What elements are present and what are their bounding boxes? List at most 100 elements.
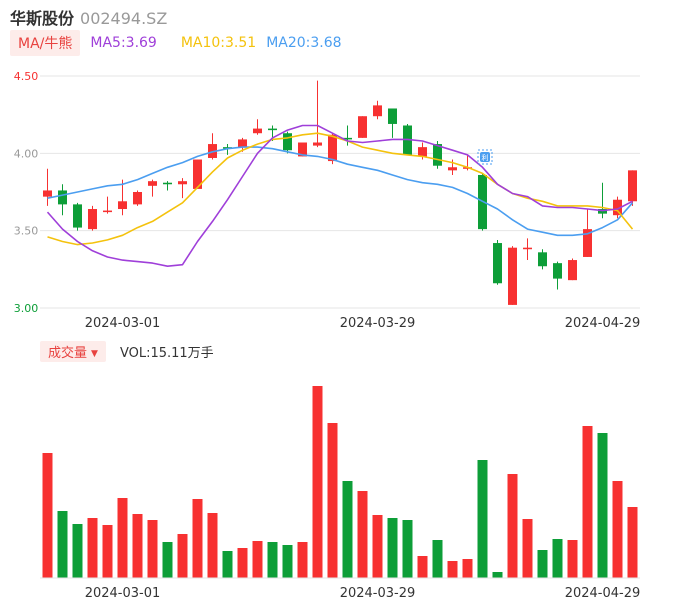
volume-bar[interactable] [612, 481, 623, 578]
candle-body[interactable] [73, 204, 82, 228]
volume-bar[interactable] [102, 525, 113, 578]
news-marker[interactable]: 利 [477, 149, 493, 165]
volume-bar[interactable] [327, 423, 338, 578]
volume-bars [40, 386, 640, 579]
volume-bar[interactable] [552, 539, 563, 578]
volume-bar[interactable] [207, 513, 218, 578]
ma5-line [46, 124, 633, 267]
stock-name: 华斯股份 [10, 9, 75, 28]
candle-body[interactable] [88, 209, 97, 230]
volume-bar[interactable] [357, 491, 368, 578]
candle-body[interactable] [328, 134, 337, 162]
volume-bar[interactable] [627, 507, 638, 578]
date-tick-label: 2024-03-29 [340, 316, 416, 331]
volume-bar[interactable] [537, 550, 548, 578]
candle-body[interactable] [343, 137, 352, 140]
volume-bar[interactable] [492, 572, 503, 578]
candle-body[interactable] [133, 192, 142, 205]
volume-bar[interactable] [372, 515, 383, 578]
y-tick-label: 4.50 [14, 70, 39, 83]
candle-body[interactable] [283, 133, 292, 151]
volume-bar[interactable] [222, 551, 233, 578]
date-tick-label: 2024-03-29 [340, 586, 416, 601]
candle-body[interactable] [118, 201, 127, 210]
candle-body[interactable] [373, 105, 382, 117]
candle-body[interactable] [193, 159, 202, 189]
candle-body[interactable] [433, 144, 442, 166]
candle-body[interactable] [418, 147, 427, 157]
candle-body[interactable] [253, 128, 262, 134]
candle-body[interactable] [568, 260, 577, 281]
volume-bar[interactable] [462, 559, 473, 578]
candle-body[interactable] [448, 167, 457, 171]
volume-bar[interactable] [192, 499, 203, 578]
news-icon [480, 152, 490, 162]
volume-bar[interactable] [417, 556, 428, 578]
volume-bar[interactable] [597, 433, 608, 578]
price-axis: 4.50 4.00 3.50 3.00 [14, 70, 39, 315]
volume-bar[interactable] [132, 514, 143, 578]
volume-bar[interactable] [57, 511, 68, 578]
candle-body[interactable] [313, 142, 322, 146]
ma-indicator-selector[interactable]: MA/牛熊 [10, 30, 81, 56]
ma10-legend: MA10:3.51 [180, 35, 257, 51]
volume-bar[interactable] [42, 453, 53, 578]
volume-bar[interactable] [342, 481, 353, 578]
volume-bar[interactable] [282, 545, 293, 578]
volume-bar[interactable] [252, 541, 263, 578]
news-marker-frame [477, 149, 493, 165]
volume-bar[interactable] [117, 498, 128, 578]
volume-bar[interactable] [447, 561, 458, 578]
candle-body[interactable] [358, 116, 367, 138]
candle-body[interactable] [583, 229, 592, 257]
volume-bar[interactable] [237, 548, 248, 578]
volume-bar[interactable] [147, 520, 158, 578]
volume-bar[interactable] [402, 520, 413, 578]
ma-legend: MA/牛熊 MA5:3.69 MA10:3.51 MA20:3.68 [10, 30, 342, 56]
volume-bar[interactable] [567, 540, 578, 578]
candle-body[interactable] [298, 142, 307, 157]
caret-down-icon: ▼ [91, 348, 98, 359]
candle-body[interactable] [388, 108, 397, 124]
candle-body[interactable] [43, 190, 52, 197]
volume-bar[interactable] [297, 542, 308, 578]
y-tick-label: 4.00 [14, 147, 39, 160]
ma5-legend: MA5:3.69 [90, 35, 157, 51]
volume-date-axis: 2024-03-01 2024-03-29 2024-04-29 [85, 586, 641, 601]
candle-body[interactable] [58, 190, 67, 205]
candle-body[interactable] [538, 252, 547, 267]
candle-body[interactable] [148, 181, 157, 186]
date-tick-label: 2024-04-29 [565, 316, 641, 331]
volume-bar[interactable] [582, 426, 593, 578]
candle-body[interactable] [508, 247, 517, 305]
volume-bar[interactable] [387, 518, 398, 578]
volume-bar[interactable] [477, 460, 488, 578]
candle-body[interactable] [628, 170, 637, 202]
candle-body[interactable] [268, 128, 277, 131]
volume-tag-label: 成交量 [48, 345, 88, 361]
candle-body[interactable] [523, 247, 532, 250]
volume-bar[interactable] [507, 474, 518, 578]
volume-bar[interactable] [87, 518, 98, 578]
volume-bar[interactable] [432, 540, 443, 578]
volume-bar[interactable] [312, 386, 323, 578]
candle-body[interactable] [553, 263, 562, 279]
candle-body[interactable] [493, 243, 502, 284]
candle-body[interactable] [613, 199, 622, 216]
volume-bar[interactable] [177, 534, 188, 578]
date-tick-label: 2024-03-01 [85, 316, 161, 331]
volume-bar[interactable] [267, 542, 278, 578]
candle-body[interactable] [178, 181, 187, 185]
volume-bar[interactable] [162, 542, 173, 578]
volume-indicator-selector[interactable]: 成交量 ▼ [40, 340, 106, 362]
candle-body[interactable] [103, 210, 112, 213]
volume-bar[interactable] [72, 524, 83, 578]
ma10-line [47, 132, 634, 246]
volume-bar[interactable] [522, 519, 533, 578]
date-tick-label: 2024-03-01 [85, 586, 161, 601]
price-date-axis: 2024-03-01 2024-03-29 2024-04-29 [85, 316, 641, 331]
candle-body[interactable] [238, 139, 247, 148]
candle-body[interactable] [163, 182, 172, 185]
news-icon-glyph: 利 [482, 153, 489, 162]
